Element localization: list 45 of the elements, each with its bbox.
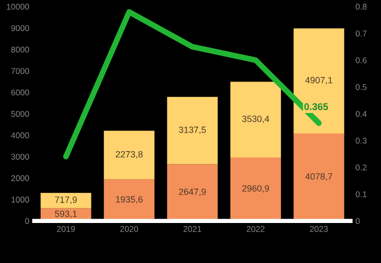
y-tick-label: 6000	[11, 90, 30, 96]
y-tick-label: 1000	[12, 196, 30, 203]
y2-tick-label: 0.8	[356, 4, 367, 10]
y2-tick-label: 0.2	[356, 164, 367, 170]
y-tick-label: 9000	[11, 25, 30, 32]
x-tick-label: 2023	[310, 226, 328, 232]
bar	[167, 164, 218, 221]
y-tick-label: 10000	[6, 4, 30, 10]
data-label: 2647,9	[179, 188, 206, 196]
data-label: 593,1	[54, 210, 77, 218]
bar	[40, 192, 92, 208]
bar	[294, 28, 344, 134]
y2-tick-label: 0.7	[356, 30, 367, 36]
data-label: 3530,4	[242, 116, 270, 124]
data-label: 2273,8	[116, 151, 143, 159]
bar	[230, 82, 281, 158]
data-label: 4078,7	[305, 173, 332, 181]
y-tick-label: 8000	[11, 46, 30, 53]
bar	[167, 96, 218, 164]
y2-tick-label: 0.3	[356, 138, 367, 144]
data-label: 0.365	[304, 103, 328, 110]
y-tick-label: 3000	[11, 154, 30, 160]
data-label: 2960,9	[242, 185, 270, 193]
y2-tick-label: 0.5	[356, 84, 367, 90]
x-tick-label: 2022	[246, 226, 265, 232]
bar	[294, 133, 344, 221]
y-tick-label: 2000	[11, 175, 30, 182]
y2-tick-label: 0.1	[356, 191, 367, 198]
x-tick-label: 2020	[120, 226, 138, 232]
data-label: 1935,6	[116, 196, 143, 204]
x-tick-label: 2019	[57, 226, 75, 232]
y-tick-label: 0	[25, 218, 30, 224]
bar	[230, 157, 281, 221]
y-tick-label: 7000	[11, 68, 30, 74]
data-label: 3137,5	[178, 126, 206, 134]
bar	[104, 179, 154, 221]
data-label: 4907,1	[305, 76, 332, 84]
y2-tick-label: 0.6	[356, 57, 367, 64]
y-tick-label: 5000	[11, 110, 30, 117]
y2-tick-label: 0.4	[356, 110, 367, 117]
data-label: 717,9	[55, 196, 77, 204]
y-tick-label: 4000	[11, 132, 30, 138]
bar	[104, 130, 154, 180]
y2-tick-label: 0	[356, 218, 360, 224]
x-tick-label: 2021	[184, 226, 202, 232]
